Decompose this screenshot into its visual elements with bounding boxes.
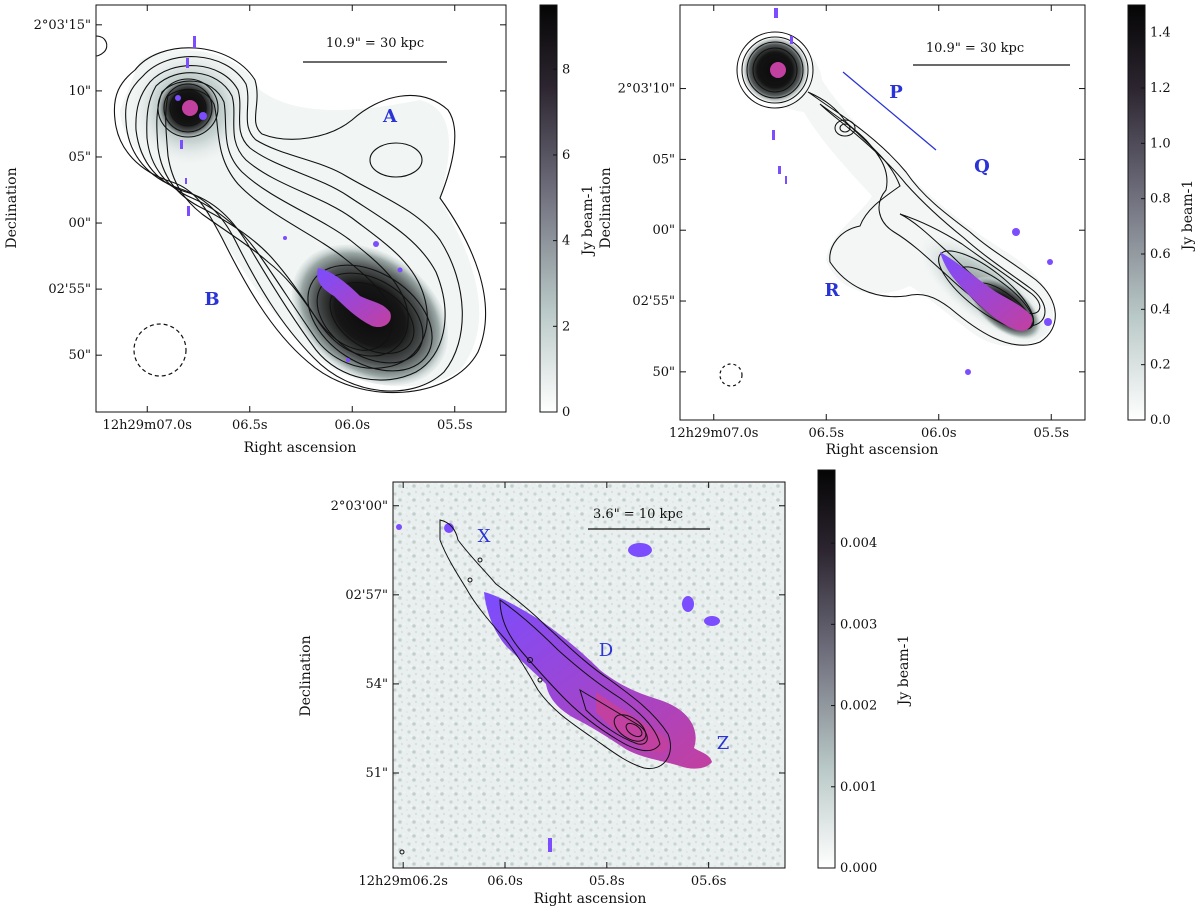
colorbar-tick-label-tr: 0.4 (1150, 302, 1171, 317)
annotation-A: A (382, 106, 398, 127)
ticks-top-left: 12h29m07.0s 06.5s 06.0s 05.5s 2°03'15" 10" 05"… (34, 5, 506, 433)
xtick-label-tr: 05.5s (1033, 426, 1069, 441)
scalebar-label-top-left: 10.9" = 30 kpc (326, 36, 424, 51)
xlabel-bottom: Right ascension (534, 891, 647, 907)
emission-map-top-right (719, 8, 1056, 387)
ytick-label-tr: 05" (652, 152, 675, 167)
panel-top-right: 10.9" = 30 kpc P Q R Right ascension Dec… (598, 4, 1196, 458)
annotation-R: R (825, 280, 841, 301)
beam-top-right (719, 363, 743, 387)
jet-overlay-top-left (175, 36, 403, 362)
colorbar-bottom (817, 469, 836, 869)
xtick-label-tl: 12h29m07.0s (103, 418, 192, 433)
colorbar-tick-label-tl: 0 (562, 405, 570, 420)
ylabel-bottom: Declination (298, 635, 314, 716)
ylabel-top-left: Declination (4, 167, 20, 248)
colorbar-tick-label-b: 0.002 (840, 699, 877, 714)
colorbar-tick-label-b: 0.003 (840, 617, 877, 632)
ytick-label-tr: 00" (652, 223, 675, 238)
ticks-bottom: 12h29m06.2s 06.0s 05.8s 05.6s 2°03'00" 02'57"… (331, 482, 785, 889)
colorbar-label-top-right: Jy beam-1 (1180, 180, 1196, 252)
ytick-label-tl: 05" (68, 150, 91, 165)
colorbar-label-bottom: Jy beam-1 (896, 635, 912, 707)
annotation-P: P (889, 82, 903, 103)
annotation-Z: Z (717, 733, 730, 754)
panel-top-left: 10.9" = 30 kpc A B Right ascension Decli… (4, 4, 596, 456)
ylabel-top-right: Declination (598, 167, 614, 248)
xtick-label-b: 05.6s (691, 874, 727, 889)
annotation-B: B (204, 289, 219, 310)
colorbar-tick-label-tr: 0.2 (1150, 358, 1171, 373)
xtick-label-tr: 06.5s (808, 426, 844, 441)
xlabel-top-right: Right ascension (826, 442, 939, 458)
scalebar-label-bottom: 3.6" = 10 kpc (593, 507, 683, 522)
jet-direction-line (842, 71, 937, 151)
contours-bottom (399, 519, 671, 855)
colorbar-tick-label-tr: 1.4 (1150, 26, 1171, 41)
jet-overlay-bottom (396, 523, 720, 852)
annotation-D: D (599, 640, 613, 661)
colorbar-tick-label-tr: 1.0 (1150, 136, 1171, 151)
annotation-X: X (478, 526, 491, 547)
xtick-label-b: 12h29m06.2s (358, 874, 447, 889)
colorbar-tick-label-tr: 0.8 (1150, 192, 1171, 207)
colorbar-tick-label-b: 0.000 (840, 861, 877, 876)
colorbar-tick-label-tr: 1.2 (1150, 81, 1171, 96)
xtick-label-tl: 05.5s (437, 418, 473, 433)
xlabel-top-left: Right ascension (244, 440, 357, 456)
colorbar-ticks-top-right: 0.0 0.2 0.4 0.6 0.8 1.0 1.2 1.4 (1141, 26, 1171, 428)
emission-map-top-left (96, 35, 487, 394)
colorbar-ticks-bottom: 0.000 0.001 0.002 0.003 0.004 (831, 536, 877, 876)
ytick-label-tl: 02'55" (48, 282, 91, 297)
ytick-label-tl: 2°03'15" (34, 18, 91, 33)
ytick-label-tr: 02'55" (632, 294, 675, 309)
xtick-label-tr: 06.0s (921, 426, 957, 441)
colorbar-tick-label-tr: 0.0 (1150, 413, 1171, 428)
ticks-top-right: 12h29m07.0s 06.5s 06.0s 05.5s 2°03'10" 05" 00"… (618, 5, 1085, 441)
colorbar-top-right (1127, 4, 1146, 421)
xtick-label-b: 06.0s (487, 874, 523, 889)
ytick-label-tl: 10" (68, 84, 91, 99)
ytick-label-tr: 50" (652, 365, 675, 380)
ytick-label-b: 54" (365, 677, 388, 692)
xtick-label-b: 05.8s (589, 874, 625, 889)
xtick-label-tl: 06.0s (334, 418, 370, 433)
xtick-label-tl: 06.5s (232, 418, 268, 433)
ytick-label-b: 2°03'00" (331, 499, 388, 514)
colorbar-label-top-left: Jy beam-1 (580, 185, 596, 257)
jet-overlay-top-right (770, 8, 1053, 375)
contours-top-left (96, 35, 487, 394)
emission-map-bottom (396, 519, 720, 855)
colorbar-top-left (539, 4, 558, 413)
ytick-label-tr: 2°03'10" (618, 82, 675, 97)
scalebar-label-top-right: 10.9" = 30 kpc (926, 41, 1024, 56)
ytick-label-tl: 50" (68, 348, 91, 363)
beam-top-left (133, 323, 187, 377)
colorbar-tick-label-b: 0.001 (840, 780, 877, 795)
colorbar-tick-label-tl: 6 (562, 148, 570, 163)
ytick-label-b: 51" (365, 766, 388, 781)
colorbar-ticks-top-left: 0 2 4 6 8 (553, 62, 570, 420)
panel-bottom: 3.6" = 10 kpc X D Z Right ascension Decl… (298, 469, 912, 907)
xtick-label-tr: 12h29m07.0s (669, 426, 758, 441)
colorbar-tick-label-tr: 0.6 (1150, 247, 1171, 262)
colorbar-tick-label-tl: 8 (562, 62, 570, 77)
colorbar-tick-label-tl: 4 (562, 234, 570, 249)
colorbar-tick-label-tl: 2 (562, 319, 570, 334)
ytick-label-tl: 00" (68, 216, 91, 231)
ytick-label-b: 02'57" (345, 588, 388, 603)
colorbar-tick-label-b: 0.004 (840, 536, 877, 551)
annotation-Q: Q (974, 156, 990, 177)
